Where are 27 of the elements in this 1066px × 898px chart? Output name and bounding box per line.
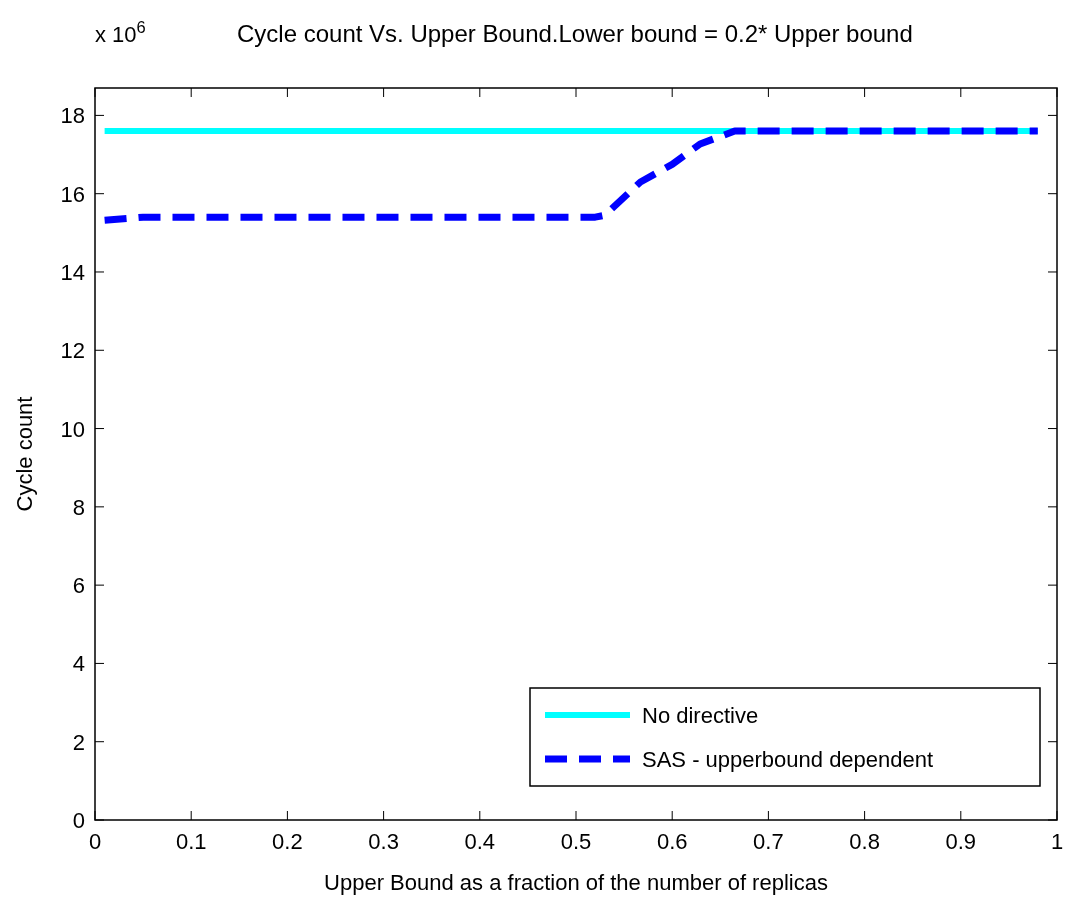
- y-tick-label: 10: [60, 416, 85, 442]
- x-tick-label: 0.9: [945, 829, 977, 854]
- y-tick-label: 14: [60, 259, 85, 285]
- x-tick-label: 0.2: [272, 829, 303, 854]
- legend-label: No directive: [642, 703, 759, 728]
- x-tick-label: 0.6: [656, 829, 688, 854]
- x-tick-label: 0.5: [560, 829, 592, 854]
- x-tick-label: 0.1: [175, 829, 207, 854]
- y-tick-label: 12: [60, 338, 85, 364]
- y-axis-title: Cycle count: [12, 396, 37, 512]
- y-tick-label: 6: [72, 573, 85, 599]
- y-tick-label: 0: [72, 808, 85, 833]
- y-tick-label: 18: [60, 103, 85, 129]
- y-tick-label: 16: [60, 181, 85, 207]
- x-tick-label: 0.3: [368, 829, 399, 854]
- x-axis-title: Upper Bound as a fraction of the number of replicas: [324, 870, 828, 895]
- x-tick-label: 0.7: [753, 829, 784, 854]
- y-tick-label: 4: [72, 651, 85, 677]
- y-tick-label: 8: [72, 494, 85, 520]
- x-tick-label: 0: [88, 829, 102, 854]
- x-tick-label: 0.8: [849, 829, 880, 854]
- x-tick-label: 0.4: [464, 829, 496, 854]
- text: x 10$^{6}$: [95, 18, 146, 47]
- legend-label: SAS - upperbound dependent: [642, 747, 934, 772]
- chart-title: Cycle count Vs. Upper Bound.Lower bound = 0.2* Upper bound: [237, 20, 913, 47]
- x-tick-label: 1: [1050, 829, 1064, 854]
- y-tick-label: 2: [72, 729, 85, 755]
